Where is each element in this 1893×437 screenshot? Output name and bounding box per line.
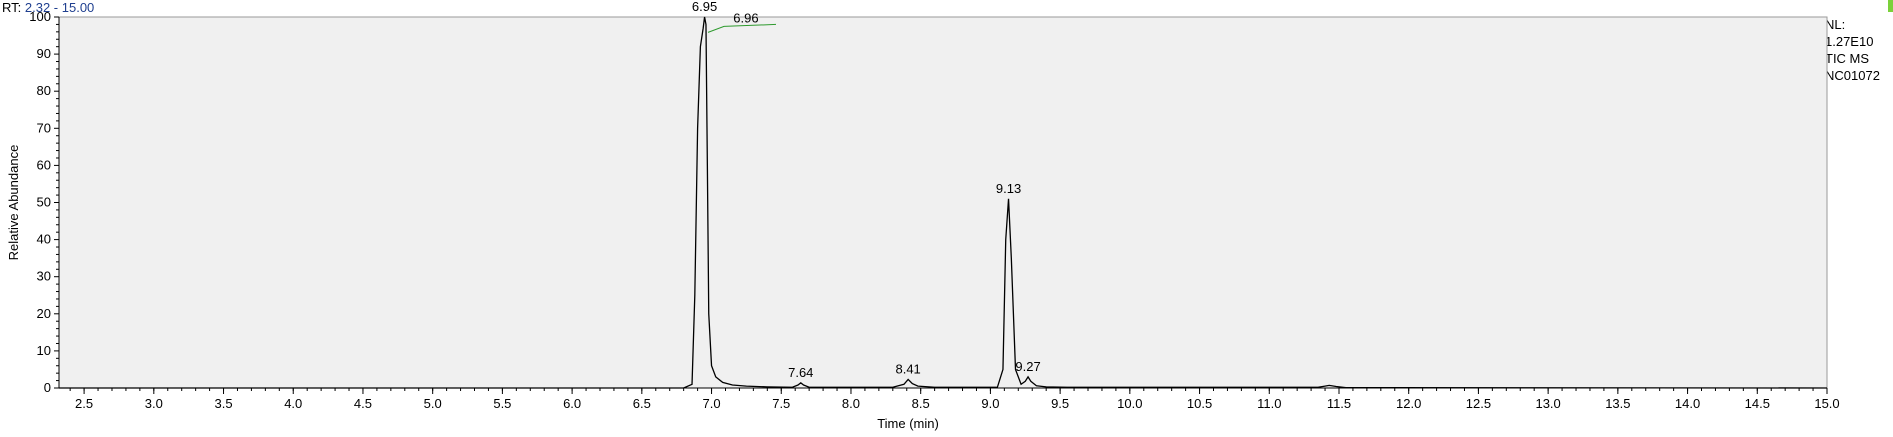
x-tick-label: 4.5: [354, 396, 372, 411]
y-tick-label: 20: [37, 306, 51, 321]
x-tick-label: 12.5: [1466, 396, 1491, 411]
y-tick-label: 50: [37, 195, 51, 210]
peak-label: 9.27: [1015, 359, 1040, 374]
peak-label: 6.96: [733, 10, 758, 25]
x-tick-label: 13.0: [1535, 396, 1560, 411]
peak-label: 6.95: [692, 0, 717, 14]
x-tick-label: 4.0: [284, 396, 302, 411]
y-axis-title: Relative Abundance: [6, 145, 21, 261]
x-tick-label: 5.0: [424, 396, 442, 411]
peak-label: 9.13: [996, 181, 1021, 196]
rt-prefix: RT:: [2, 0, 22, 15]
peak-label: 7.64: [788, 365, 813, 380]
x-tick-label: 9.0: [981, 396, 999, 411]
y-tick-label: 90: [37, 46, 51, 61]
y-axis: 0 10 20 30 40 50 60 70 80 90 100: [29, 9, 59, 395]
x-tick-label: 14.0: [1675, 396, 1700, 411]
x-tick-label: 3.5: [214, 396, 232, 411]
rt-range-label: RT: 2.32 - 15.00: [2, 0, 94, 15]
corner-marker: [1888, 0, 1893, 12]
x-tick-label: 3.0: [145, 396, 163, 411]
x-tick-label: 8.0: [842, 396, 860, 411]
plot-area: [58, 16, 1828, 389]
x-tick-label: 8.5: [912, 396, 930, 411]
chromatogram-trace-0: [59, 16, 1828, 389]
x-tick-label: 6.0: [563, 396, 581, 411]
sample-id: NC01072: [1825, 68, 1880, 83]
x-axis: 2.5 3.0 3.5 4.0 4.5 5.0 5.5 6.0 6.5 7.0 7.5 8.0 8.5 9…: [69, 388, 1840, 411]
x-axis-title: Time (min): [877, 416, 939, 431]
peak-label: 8.41: [895, 361, 920, 376]
x-tick-label: 15.0: [1814, 396, 1839, 411]
x-tick-label: 7.0: [703, 396, 721, 411]
info-box: NL: 1.27E10 TIC MS NC01072: [1825, 16, 1880, 84]
y-tick-label: 60: [37, 157, 51, 172]
scan-type: TIC MS: [1825, 51, 1870, 66]
rt-range-value: 2.32 - 15.00: [24, 0, 95, 15]
y-tick-label: 80: [37, 83, 51, 98]
x-tick-label: 5.5: [493, 396, 511, 411]
x-tick-label: 14.5: [1745, 396, 1770, 411]
x-tick-label: 11.0: [1257, 396, 1281, 411]
x-tick-label: 11.5: [1327, 396, 1351, 411]
x-tick-label: 9.5: [1051, 396, 1069, 411]
x-tick-label: 12.0: [1396, 396, 1421, 411]
x-tick-label: 6.5: [633, 396, 651, 411]
y-tick-label: 40: [37, 232, 51, 247]
y-tick-label: 0: [44, 380, 51, 395]
x-tick-label: 13.5: [1605, 396, 1630, 411]
x-tick-label: 2.5: [75, 396, 93, 411]
x-tick-label: 10.0: [1117, 396, 1142, 411]
nl-value: 1.27E10: [1825, 34, 1874, 49]
y-tick-label: 30: [37, 269, 51, 284]
y-tick-label: 10: [37, 343, 51, 358]
x-tick-label: 10.5: [1187, 396, 1212, 411]
chart-marks: [59, 16, 1828, 389]
peak-marker-line: [707, 23, 777, 33]
y-tick-label: 70: [37, 120, 51, 135]
peak-labels: 6.95 6.96 7.64 8.41 9.13 9.27: [692, 0, 1041, 380]
y-tick-label: 100: [29, 9, 51, 24]
x-tick-label: 7.5: [772, 396, 790, 411]
nl-label: NL:: [1825, 17, 1846, 32]
